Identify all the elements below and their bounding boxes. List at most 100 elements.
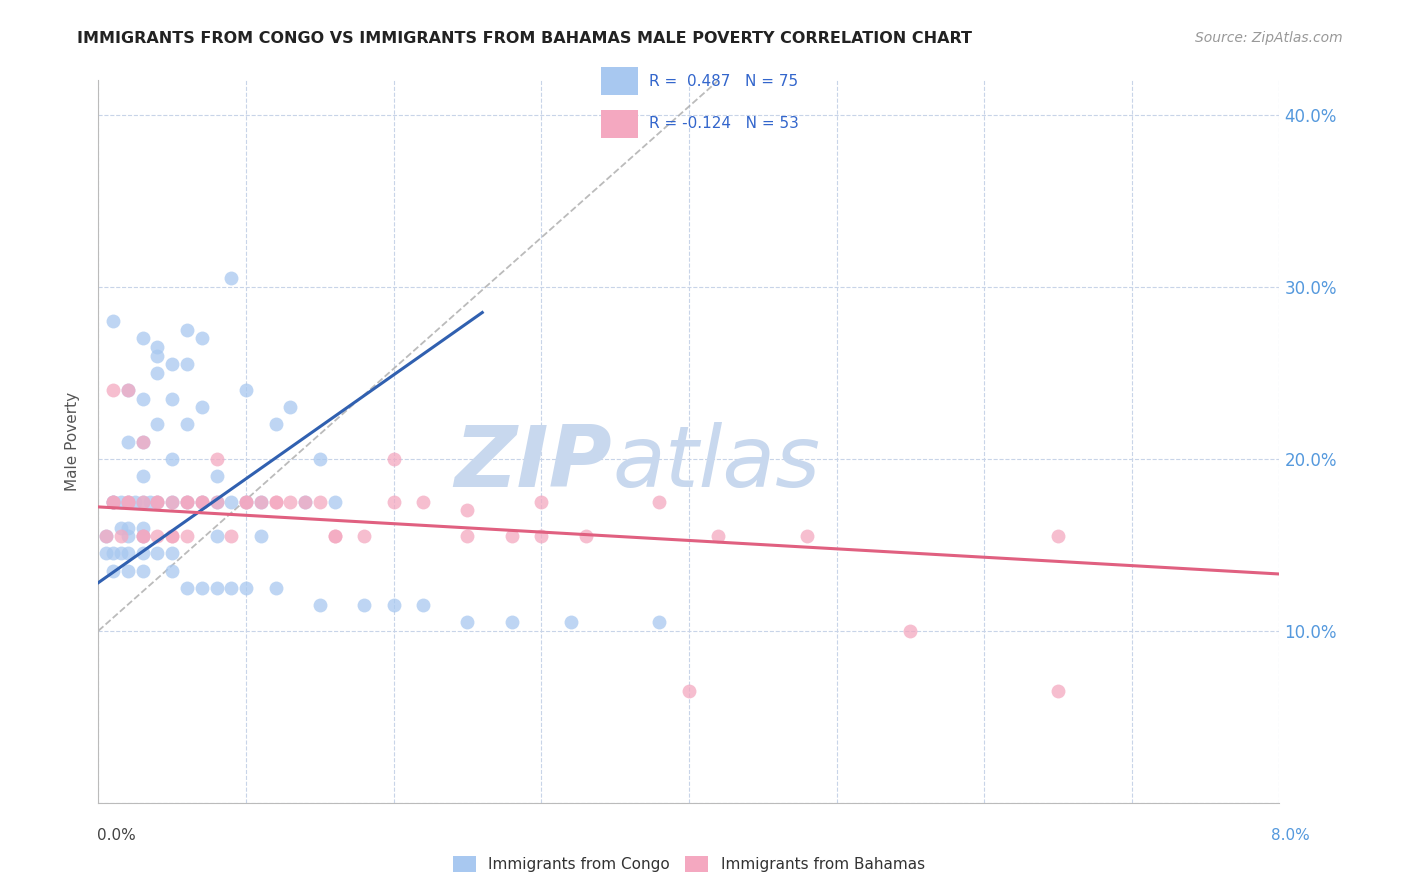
Point bbox=[501, 615, 523, 630]
Point bbox=[117, 546, 139, 560]
Point bbox=[176, 529, 198, 543]
Point bbox=[146, 366, 169, 380]
Point bbox=[264, 417, 287, 432]
Point bbox=[191, 494, 214, 508]
Point bbox=[530, 529, 553, 543]
Point bbox=[162, 392, 183, 406]
Point bbox=[205, 451, 228, 466]
Text: atlas: atlas bbox=[612, 422, 820, 505]
Point bbox=[457, 503, 479, 517]
Point bbox=[146, 349, 169, 363]
Point bbox=[382, 598, 405, 612]
Point bbox=[94, 529, 117, 543]
Point bbox=[132, 529, 155, 543]
Point bbox=[176, 494, 198, 508]
Point bbox=[235, 494, 257, 508]
Point bbox=[103, 494, 125, 508]
Point bbox=[110, 546, 132, 560]
Point bbox=[162, 529, 183, 543]
Y-axis label: Male Poverty: Male Poverty bbox=[65, 392, 80, 491]
Point bbox=[117, 434, 139, 449]
Point bbox=[1046, 684, 1070, 698]
Point bbox=[132, 494, 155, 508]
Point bbox=[280, 494, 302, 508]
Point bbox=[146, 494, 169, 508]
Point bbox=[264, 494, 287, 508]
Point bbox=[678, 684, 700, 698]
Point bbox=[117, 494, 139, 508]
Point bbox=[250, 529, 273, 543]
Point bbox=[323, 494, 346, 508]
Point bbox=[132, 494, 155, 508]
Point bbox=[117, 383, 139, 397]
FancyBboxPatch shape bbox=[602, 110, 638, 138]
Point bbox=[796, 529, 818, 543]
Point bbox=[264, 494, 287, 508]
Point bbox=[146, 546, 169, 560]
Point bbox=[103, 383, 125, 397]
Point bbox=[191, 331, 214, 345]
Point bbox=[235, 494, 257, 508]
Point bbox=[501, 529, 523, 543]
Point bbox=[560, 615, 582, 630]
Legend: Immigrants from Congo, Immigrants from Bahamas: Immigrants from Congo, Immigrants from B… bbox=[447, 850, 931, 879]
Point bbox=[176, 494, 198, 508]
Point bbox=[648, 615, 671, 630]
Point bbox=[132, 469, 155, 483]
Point bbox=[162, 494, 183, 508]
Point bbox=[235, 383, 257, 397]
Point bbox=[221, 529, 243, 543]
Point bbox=[221, 581, 243, 595]
Point bbox=[162, 494, 183, 508]
Text: 8.0%: 8.0% bbox=[1271, 828, 1310, 843]
Point bbox=[191, 494, 214, 508]
Point bbox=[530, 494, 553, 508]
Point bbox=[110, 520, 132, 534]
Point bbox=[707, 529, 730, 543]
Point bbox=[323, 529, 346, 543]
Text: R = -0.124   N = 53: R = -0.124 N = 53 bbox=[650, 117, 799, 131]
Point bbox=[176, 494, 198, 508]
Point bbox=[191, 494, 214, 508]
Point bbox=[250, 494, 273, 508]
Point bbox=[103, 494, 125, 508]
Point bbox=[162, 451, 183, 466]
Point bbox=[205, 494, 228, 508]
Point bbox=[205, 469, 228, 483]
Point bbox=[132, 434, 155, 449]
Point bbox=[900, 624, 922, 638]
Point bbox=[353, 598, 375, 612]
Point bbox=[110, 529, 132, 543]
Point bbox=[132, 331, 155, 345]
Point bbox=[162, 357, 183, 371]
Point bbox=[648, 494, 671, 508]
Point bbox=[205, 494, 228, 508]
Point bbox=[117, 529, 139, 543]
Point bbox=[117, 494, 139, 508]
Point bbox=[1046, 529, 1070, 543]
Point bbox=[176, 323, 198, 337]
Point bbox=[382, 494, 405, 508]
Point bbox=[117, 520, 139, 534]
Text: ZIP: ZIP bbox=[454, 422, 612, 505]
Point bbox=[309, 494, 332, 508]
Point bbox=[457, 529, 479, 543]
Point bbox=[132, 529, 155, 543]
Point bbox=[162, 546, 183, 560]
Point bbox=[94, 546, 117, 560]
Point bbox=[205, 581, 228, 595]
Point bbox=[191, 581, 214, 595]
Point bbox=[103, 546, 125, 560]
Point bbox=[294, 494, 316, 508]
Point bbox=[146, 340, 169, 354]
Point bbox=[117, 564, 139, 578]
Point bbox=[132, 434, 155, 449]
Point bbox=[162, 529, 183, 543]
Point bbox=[382, 451, 405, 466]
Point bbox=[103, 494, 125, 508]
Point bbox=[412, 598, 434, 612]
FancyBboxPatch shape bbox=[602, 67, 638, 95]
Point bbox=[221, 494, 243, 508]
Point bbox=[146, 494, 169, 508]
Point bbox=[146, 494, 169, 508]
